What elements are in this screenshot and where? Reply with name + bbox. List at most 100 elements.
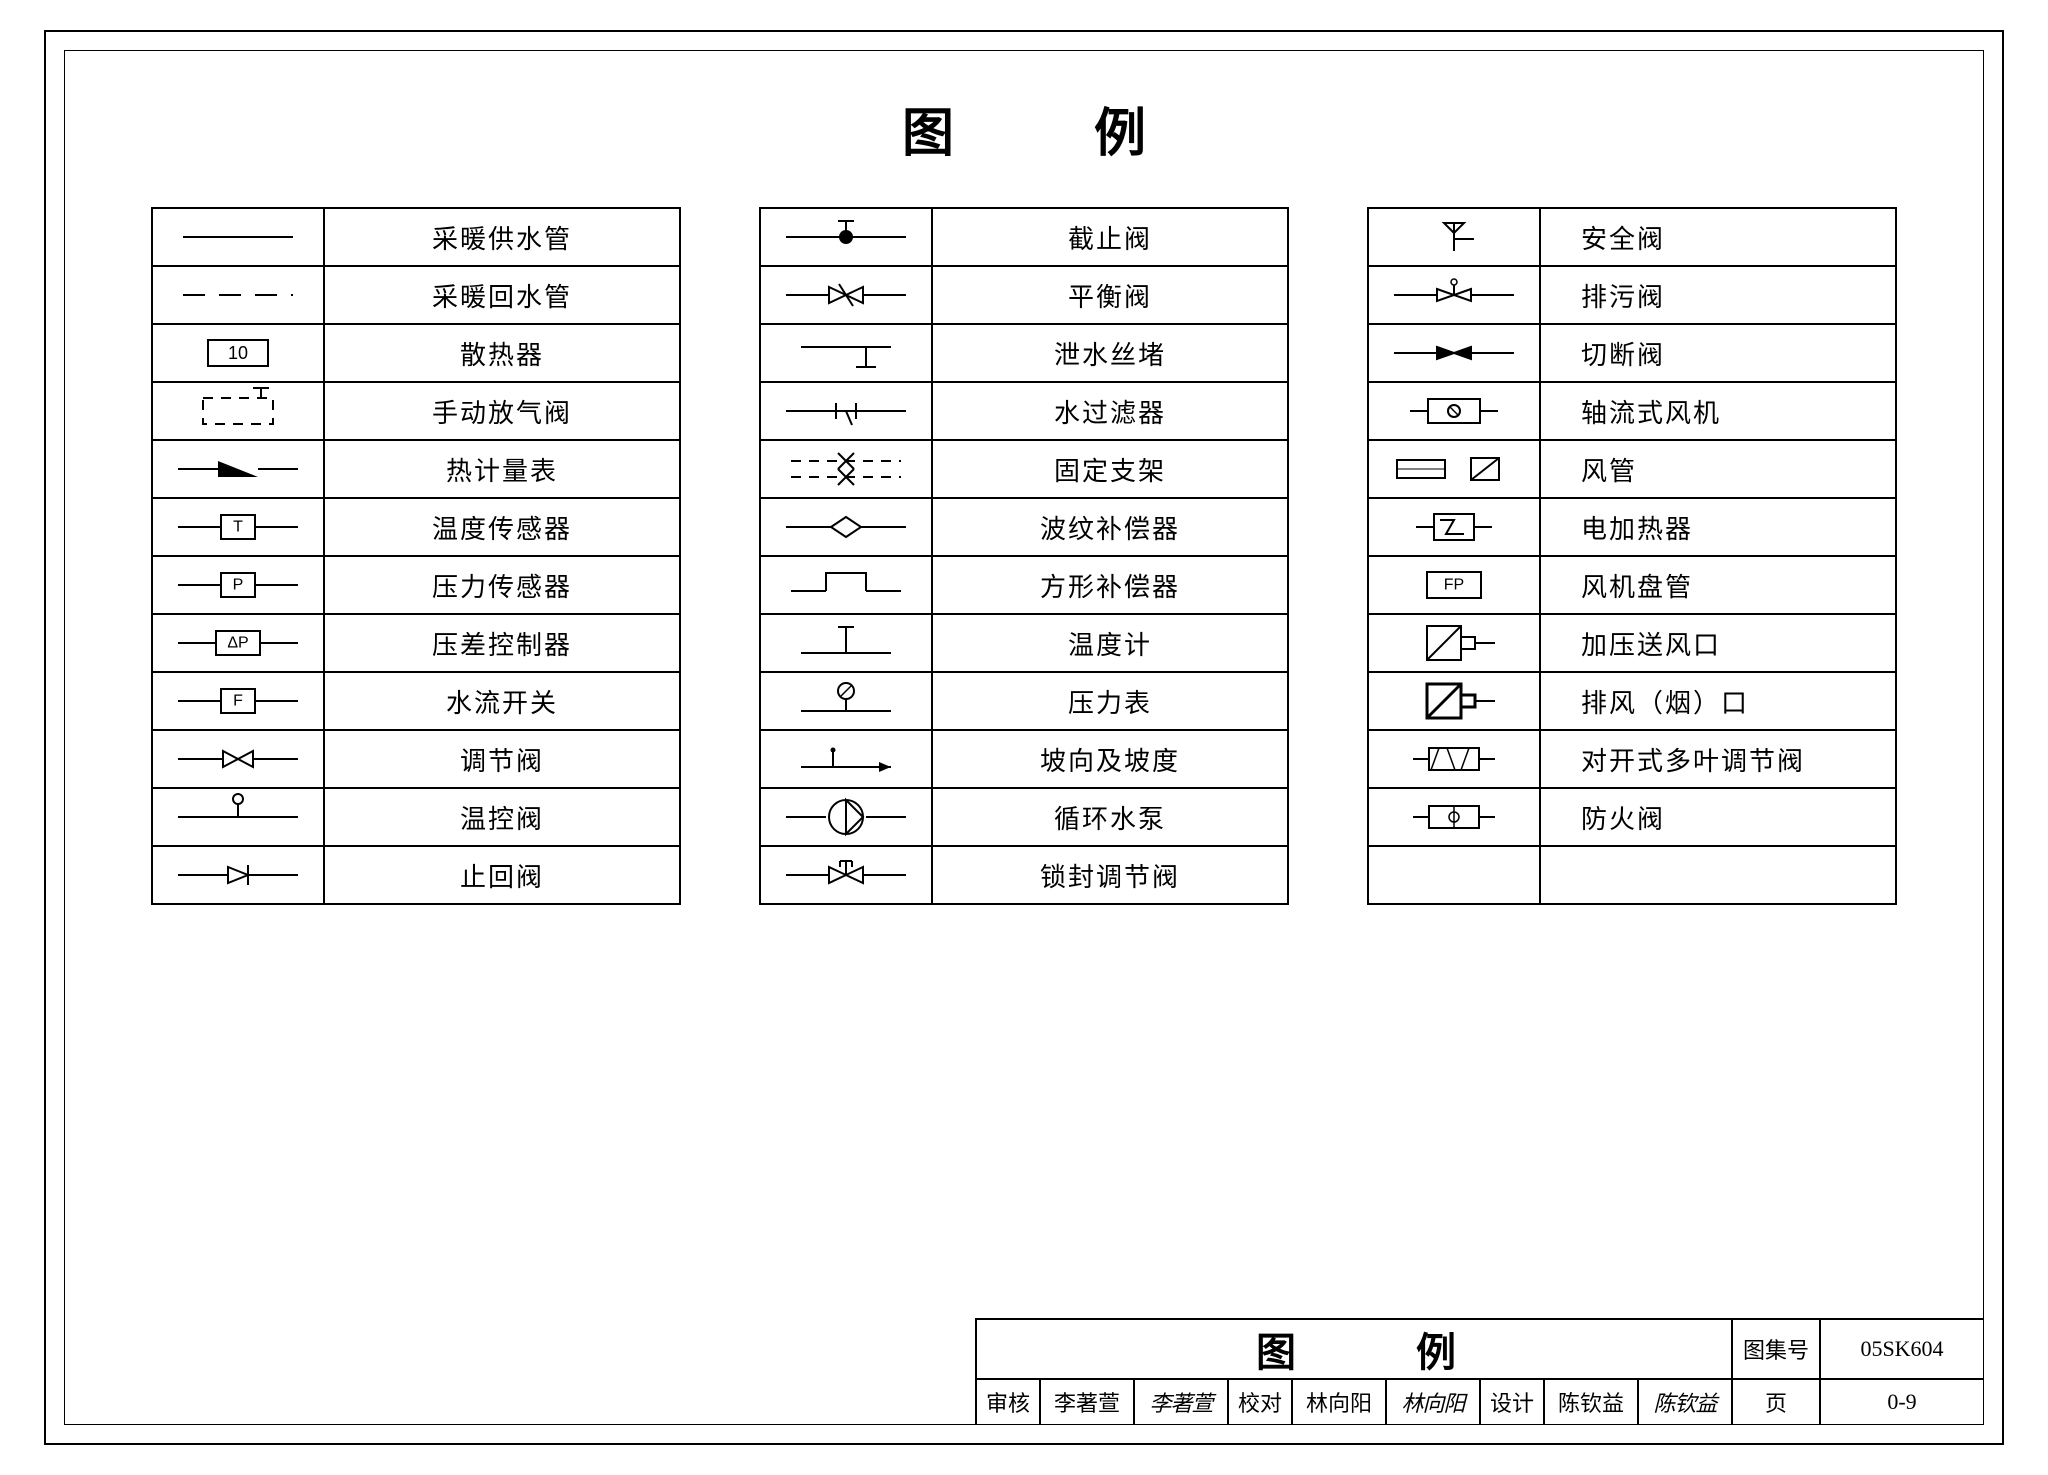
table-row: 固定支架	[760, 440, 1288, 498]
symbol-filter	[760, 382, 932, 440]
legend-label: 采暖供水管	[324, 208, 680, 266]
symbol-balance-valve	[760, 266, 932, 324]
table-row: 调节阀	[152, 730, 680, 788]
table-row: 采暖回水管	[152, 266, 680, 324]
symbol-bowtie	[152, 730, 324, 788]
design-label: 设计	[1480, 1379, 1544, 1424]
legend-label: 对开式多叶调节阀	[1540, 730, 1896, 788]
check-label: 校对	[1228, 1379, 1292, 1424]
legend-label: 调节阀	[324, 730, 680, 788]
page-title: 图例	[65, 91, 1983, 166]
svg-text:ΔP: ΔP	[227, 635, 248, 652]
legend-table-2: 安全阀排污阀切断阀轴流式风机风管电加热器FP风机盘管加压送风口排风（烟）口对开式…	[1367, 207, 1897, 905]
table-row	[1368, 846, 1896, 904]
table-row: 风管	[1368, 440, 1896, 498]
table-row: 手动放气阀	[152, 382, 680, 440]
table-row: 防火阀	[1368, 788, 1896, 846]
symbol-axial-fan	[1368, 382, 1540, 440]
table-row: T 温度传感器	[152, 498, 680, 556]
table-row: 10散热器	[152, 324, 680, 382]
legend-label: 泄水丝堵	[932, 324, 1288, 382]
table-row: 温控阀	[152, 788, 680, 846]
table-row: 温度计	[760, 614, 1288, 672]
symbol-box-P: P	[152, 556, 324, 614]
legend-label: 电加热器	[1540, 498, 1896, 556]
svg-text:P: P	[233, 577, 244, 594]
table-row: 波纹补偿器	[760, 498, 1288, 556]
set-no-value: 05SK604	[1820, 1319, 1983, 1379]
design-name: 陈钦益	[1544, 1379, 1638, 1424]
table-row: P 压力传感器	[152, 556, 680, 614]
outer-frame: 图例 采暖供水管采暖回水管10散热器手动放气阀热计量表T温度传感器P压力传感器Δ…	[44, 30, 2004, 1445]
svg-text:T: T	[233, 519, 243, 536]
symbol-duct	[1368, 440, 1540, 498]
legend-label: 采暖回水管	[324, 266, 680, 324]
legend-label: 安全阀	[1540, 208, 1896, 266]
legend-label: 轴流式风机	[1540, 382, 1896, 440]
legend-label: 温度传感器	[324, 498, 680, 556]
symbol-box-FP: FP	[1368, 556, 1540, 614]
legend-label: 切断阀	[1540, 324, 1896, 382]
symbol-fire-damper	[1368, 788, 1540, 846]
legend-label: 固定支架	[932, 440, 1288, 498]
table-row: 方形补偿器	[760, 556, 1288, 614]
symbol-drain-plug	[760, 324, 932, 382]
legend-label: 压力传感器	[324, 556, 680, 614]
table-row: 排风（烟）口	[1368, 672, 1896, 730]
table-row: 循环水泵	[760, 788, 1288, 846]
legend-table-0: 采暖供水管采暖回水管10散热器手动放气阀热计量表 T 温度传感器 P 压力传感器 ΔP 压差…	[151, 207, 681, 905]
symbol-slope	[760, 730, 932, 788]
page-value: 0-9	[1820, 1379, 1983, 1424]
page-label: 页	[1732, 1379, 1820, 1424]
symbol-box-F: F	[152, 672, 324, 730]
symbol-cutoff-valve	[1368, 324, 1540, 382]
review-name: 李著萱	[1040, 1379, 1134, 1424]
legend-label: 平衡阀	[932, 266, 1288, 324]
title-block-main: 图例	[976, 1319, 1732, 1379]
legend-label: 压差控制器	[324, 614, 680, 672]
table-row: F水流开关	[152, 672, 680, 730]
symbol-box-T: T	[152, 498, 324, 556]
legend-label: 坡向及坡度	[932, 730, 1288, 788]
symbol-fixed-support	[760, 440, 932, 498]
legend-label: 方形补偿器	[932, 556, 1288, 614]
symbol-box-10: 10	[152, 324, 324, 382]
legend-label: 温度计	[932, 614, 1288, 672]
table-row: 对开式多叶调节阀	[1368, 730, 1896, 788]
legend-tables: 采暖供水管采暖回水管10散热器手动放气阀热计量表 T 温度传感器 P 压力传感器 ΔP 压差…	[151, 207, 1897, 905]
legend-label: 风管	[1540, 440, 1896, 498]
legend-label: 手动放气阀	[324, 382, 680, 440]
design-sign: 陈钦益	[1638, 1379, 1732, 1424]
check-name: 林向阳	[1292, 1379, 1386, 1424]
table-row: 截止阀	[760, 208, 1288, 266]
legend-label: 防火阀	[1540, 788, 1896, 846]
table-row: 平衡阀	[760, 266, 1288, 324]
table-row: 热计量表	[152, 440, 680, 498]
table-row: ΔP 压差控制器	[152, 614, 680, 672]
legend-label: 排风（烟）口	[1540, 672, 1896, 730]
legend-table-1: 截止阀平衡阀泄水丝堵水过滤器固定支架波纹补偿器方形补偿器温度计压力表坡向及坡度循…	[759, 207, 1289, 905]
legend-label: 水过滤器	[932, 382, 1288, 440]
symbol-heat-meter	[152, 440, 324, 498]
inner-frame: 图例 采暖供水管采暖回水管10散热器手动放气阀热计量表T温度传感器P压力传感器Δ…	[64, 50, 1984, 1425]
table-row: 采暖供水管	[152, 208, 680, 266]
symbol-supply-damper	[1368, 614, 1540, 672]
symbol-gauge	[760, 672, 932, 730]
legend-label: 热计量表	[324, 440, 680, 498]
svg-text:F: F	[233, 693, 243, 710]
legend-label: 波纹补偿器	[932, 498, 1288, 556]
legend-label	[1540, 846, 1896, 904]
legend-label: 温控阀	[324, 788, 680, 846]
symbol-exhaust-damper	[1368, 672, 1540, 730]
table-row: FP风机盘管	[1368, 556, 1896, 614]
symbol-blank	[1368, 846, 1540, 904]
table-row: 坡向及坡度	[760, 730, 1288, 788]
review-label: 审核	[976, 1379, 1040, 1424]
legend-label: 压力表	[932, 672, 1288, 730]
table-row: 水过滤器	[760, 382, 1288, 440]
legend-label: 散热器	[324, 324, 680, 382]
symbol-opposed-damper	[1368, 730, 1540, 788]
legend-label: 止回阀	[324, 846, 680, 904]
symbol-pump	[760, 788, 932, 846]
symbol-square-comp	[760, 556, 932, 614]
